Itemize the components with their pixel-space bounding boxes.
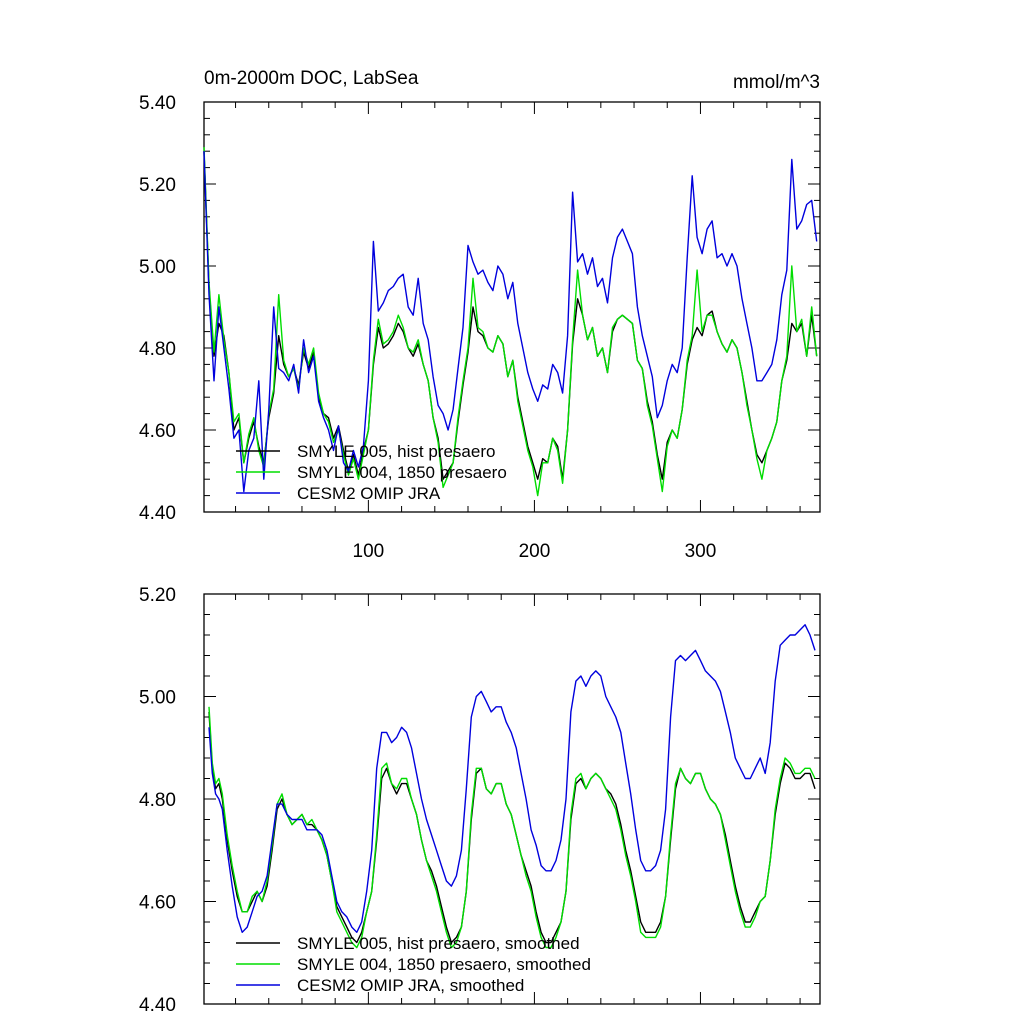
y-tick-label: 5.00 xyxy=(139,688,176,709)
legend-label-1: SMYLE 004, 1850 presaero xyxy=(297,463,507,482)
legend-label-1: SMYLE 004, 1850 presaero, smoothed xyxy=(297,955,591,974)
y-tick-label: 5.40 xyxy=(139,93,176,114)
series-line-2 xyxy=(203,151,818,493)
series-line-0 xyxy=(208,711,816,944)
y-tick-label: 4.40 xyxy=(139,503,176,524)
y-tick-label: 4.60 xyxy=(139,893,176,914)
x-tick-label: 300 xyxy=(685,541,717,562)
series-line-0 xyxy=(203,151,818,480)
y-tick-label: 4.80 xyxy=(139,339,176,360)
bottom-panel: 4.40 4.60 4.80 5.00 5.20 SMYLE 005, hist pres… xyxy=(139,585,821,1016)
series-line-1 xyxy=(208,706,816,949)
units-label: mmol/m^3 xyxy=(733,72,820,93)
x-tick-label: 200 xyxy=(519,541,551,562)
y-tick-label: 5.00 xyxy=(139,257,176,278)
legend-label-2: CESM2 OMIP JRA xyxy=(297,484,441,503)
plot-frame xyxy=(203,101,821,513)
legend-label-2: CESM2 OMIP JRA, smoothed xyxy=(297,976,524,995)
x-tick-label: 100 xyxy=(353,541,385,562)
y-tick-label: 5.20 xyxy=(139,585,176,606)
series-line-2 xyxy=(208,624,816,933)
y-tick-label: 4.60 xyxy=(139,421,176,442)
legend-label-0: SMYLE 005, hist presaero xyxy=(297,442,495,461)
legend-label-0: SMYLE 005, hist presaero, smoothed xyxy=(297,934,580,953)
top-panel: 0m-2000m DOC, LabSea mmol/m^3 4.40 4.60 4.… xyxy=(139,68,821,562)
chart-title: 0m-2000m DOC, LabSea xyxy=(204,68,419,89)
y-tick-label: 4.80 xyxy=(139,790,176,811)
y-tick-label: 5.20 xyxy=(139,175,176,196)
series-line-1 xyxy=(203,147,818,497)
y-tick-label: 4.40 xyxy=(139,995,176,1016)
